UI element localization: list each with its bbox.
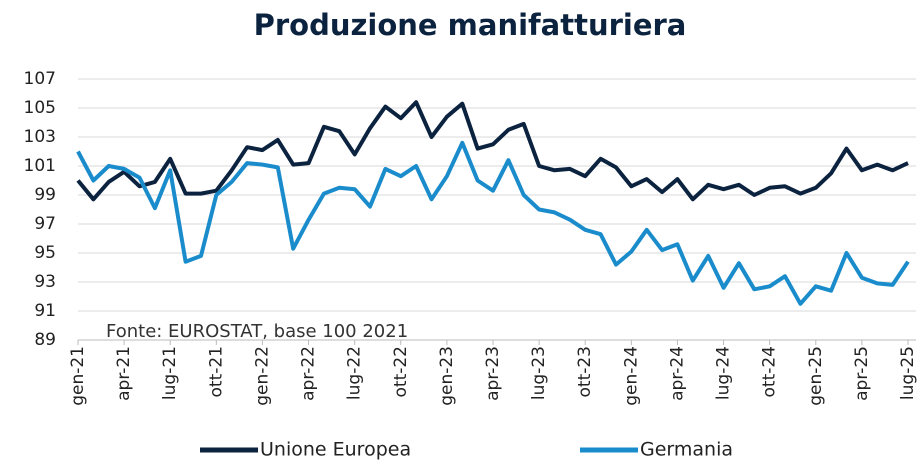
legend-label: Germania xyxy=(640,439,733,461)
x-tick-label: lug-21 xyxy=(160,346,180,400)
x-tick-label: ott-23 xyxy=(575,346,595,398)
y-tick-label: 101 xyxy=(24,156,56,176)
y-tick-label: 105 xyxy=(24,98,56,118)
x-tick-label: apr-23 xyxy=(483,346,503,401)
annotation: Fonte: EUROSTAT, base 100 2021 xyxy=(106,321,408,342)
y-tick-label: 95 xyxy=(34,243,56,263)
x-tick-label: apr-24 xyxy=(667,346,687,401)
x-tick-label: gen-21 xyxy=(68,346,88,406)
x-tick-label: ott-22 xyxy=(391,346,411,398)
y-tick-label: 99 xyxy=(34,185,56,205)
y-tick-label: 89 xyxy=(34,330,56,350)
x-tick-label: gen-22 xyxy=(252,346,272,406)
chart-title: Produzione manifatturiera xyxy=(254,8,687,42)
y-tick-label: 93 xyxy=(34,272,56,292)
y-tick-label: 103 xyxy=(24,127,56,147)
y-tick-label: 97 xyxy=(34,214,56,234)
series-line xyxy=(76,100,909,202)
x-tick-label: gen-24 xyxy=(621,346,641,406)
x-tick-label: apr-25 xyxy=(852,346,872,401)
series-line xyxy=(76,140,910,306)
legend-label: Unione Europea xyxy=(260,439,411,461)
y-tick-label: 91 xyxy=(34,301,56,321)
x-tick-label: ott-21 xyxy=(206,346,226,398)
x-tick-label: gen-25 xyxy=(806,346,826,406)
x-tick-label: lug-24 xyxy=(714,346,734,400)
x-tick-label: apr-22 xyxy=(299,346,319,401)
x-tick-label: ott-24 xyxy=(760,346,780,398)
x-tick-label: apr-21 xyxy=(114,346,134,401)
x-tick-label: gen-23 xyxy=(437,346,457,406)
x-tick-label: lug-22 xyxy=(345,346,365,400)
y-tick-label: 107 xyxy=(24,69,56,89)
x-tick-label: lug-23 xyxy=(529,346,549,400)
x-tick-label: lug-25 xyxy=(898,346,918,400)
